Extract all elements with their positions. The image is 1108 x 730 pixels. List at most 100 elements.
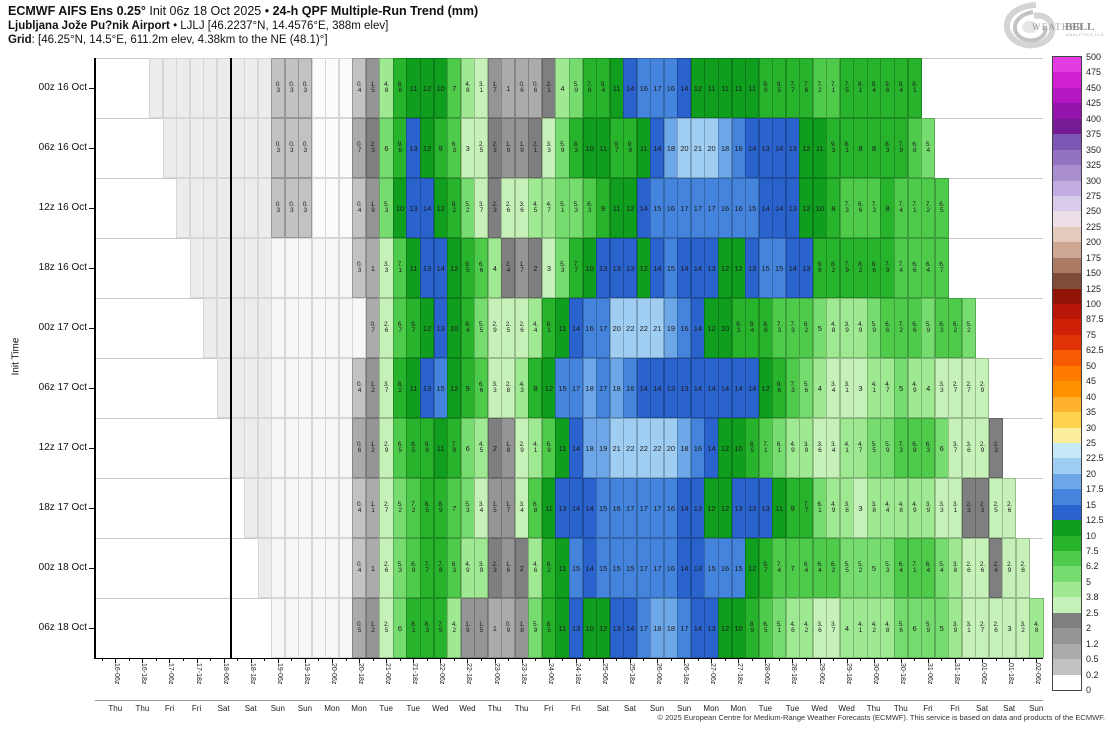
qpf-cell: 3. 9 [799, 418, 814, 478]
qpf-cell: 14 [636, 178, 651, 238]
legend-band [1053, 180, 1081, 197]
qpf-cell: 5 [812, 298, 827, 358]
qpf-cell: 0. 7 [365, 298, 380, 358]
qpf-cell: 14 [772, 178, 787, 238]
x-major-tick [684, 658, 686, 663]
qpf-cell: 3. 8 [839, 478, 854, 538]
qpf-value: 4. 5 [533, 201, 538, 214]
qpf-value: 21 [612, 443, 621, 453]
qpf-value: 14 [571, 443, 581, 453]
qpf-cell-empty [216, 118, 231, 178]
qpf-value: 14 [788, 263, 797, 273]
qpf-value: 1. 2 [370, 441, 376, 454]
qpf-cell: 4. 9 [853, 298, 868, 358]
qpf-cell: 14 [704, 418, 719, 478]
qpf-value: 2. 9 [979, 381, 985, 394]
qpf-value: 13 [612, 623, 621, 633]
qpf-value: 1 [506, 83, 511, 93]
qpf-cell: 13 [406, 178, 421, 238]
qpf-cell: 9. 6 [772, 358, 787, 418]
qpf-cell: 6. 2 [799, 298, 814, 358]
x-tick-label: 26-06z [655, 663, 663, 685]
qpf-value: 15 [734, 563, 743, 573]
qpf-value: 14 [585, 563, 594, 573]
qpf-value: 2. 6 [993, 621, 999, 634]
qpf-cell: 7. 3 [772, 298, 787, 358]
qpf-value: 0. 4 [356, 81, 362, 94]
qpf-value: 4. 8 [830, 321, 836, 334]
legend-tick-label: 250 [1086, 206, 1102, 217]
qpf-cell: 8 [866, 118, 882, 178]
qpf-cell: 14 [758, 178, 773, 238]
qpf-cell: 13 [420, 358, 435, 418]
qpf-value: 9. 8 [424, 441, 430, 454]
qpf-value: 1. 7 [505, 501, 511, 514]
qpf-cell: 11 [704, 58, 719, 118]
x-minor-tick [101, 658, 103, 661]
qpf-cell [311, 118, 326, 178]
qpf-cell: 7. 5 [433, 598, 448, 658]
x-minor-tick [833, 658, 835, 661]
qpf-value: 2. 9 [519, 441, 525, 454]
qpf-value: 7. 7 [803, 501, 809, 514]
qpf-cell: 19 [596, 418, 611, 478]
qpf-cell-empty [284, 538, 299, 598]
qpf-cell: 7. 3 [785, 358, 800, 418]
qpf-value: 17 [598, 383, 608, 393]
qpf-cell: 0. 3 [284, 118, 299, 178]
qpf-value: 4. 2 [803, 621, 809, 634]
qpf-value: 2. 1 [533, 141, 538, 154]
x-tick-label: 30-18z [898, 663, 906, 685]
qpf-cell: 3. 7 [826, 598, 841, 658]
y-axis-label: 06z 16 Oct [38, 142, 87, 153]
qpf-value: 0. 3 [356, 261, 362, 274]
qpf-value: 8. 3 [885, 141, 890, 154]
qpf-cell: 2. 3 [487, 118, 502, 178]
qpf-value: 18 [720, 143, 730, 153]
qpf-cell: 6. 4 [799, 538, 814, 598]
day-label: Thu [487, 704, 502, 713]
y-axis-label: 00z 17 Oct [38, 322, 87, 333]
qpf-cell: 14 [582, 538, 597, 598]
qpf-cell: 14 [569, 298, 584, 358]
qpf-value: 4 [560, 83, 565, 93]
x-minor-tick [968, 658, 970, 661]
qpf-cell-empty [271, 478, 286, 538]
y-axis-label: 12z 16 Oct [38, 202, 87, 213]
qpf-cell: 6. 6 [474, 358, 489, 418]
qpf-value: 7. 2 [925, 201, 931, 214]
qpf-cell: 3. 4 [514, 478, 529, 538]
qpf-cell: 5. 9 [555, 118, 570, 178]
qpf-cell: 12 [717, 478, 733, 538]
qpf-cell: 7. 2 [921, 178, 936, 238]
qpf-value: 17 [639, 563, 648, 573]
day-label: Sun [649, 704, 665, 713]
qpf-cell: 5. 6 [894, 598, 909, 658]
qpf-value: 7. 1 [763, 441, 769, 454]
qpf-value: 19 [598, 443, 608, 453]
qpf-cell: 9. 6 [880, 58, 895, 118]
qpf-cell: 8. 1 [839, 118, 854, 178]
qpf-cell: 13 [799, 238, 814, 298]
qpf-value: 17 [626, 503, 635, 513]
qpf-value: 11 [639, 143, 648, 153]
qpf-cell: 0. 4 [352, 538, 367, 598]
qpf-value: 14 [680, 503, 689, 513]
qpf-value: 2. 6 [1007, 501, 1012, 514]
qpf-value: 5. 9 [871, 321, 877, 334]
qpf-cell: 12 [717, 418, 733, 478]
legend-band [1053, 57, 1081, 73]
qpf-value: 8. 9 [749, 621, 755, 634]
x-major-tick [223, 658, 225, 663]
qpf-cell: 4. 9 [907, 478, 922, 538]
qpf-cell: 12 [447, 238, 462, 298]
qpf-cell: 4 [487, 238, 502, 298]
qpf-value: 17 [639, 623, 648, 633]
qpf-value: 0. 4 [356, 561, 362, 574]
legend-band [1053, 72, 1081, 89]
qpf-cell: 2 [514, 538, 529, 598]
qpf-value: 11 [721, 83, 729, 93]
qpf-value: 17 [653, 503, 662, 513]
legend-tick-label: 450 [1086, 82, 1102, 93]
qpf-cell: 7. 4 [894, 178, 909, 238]
